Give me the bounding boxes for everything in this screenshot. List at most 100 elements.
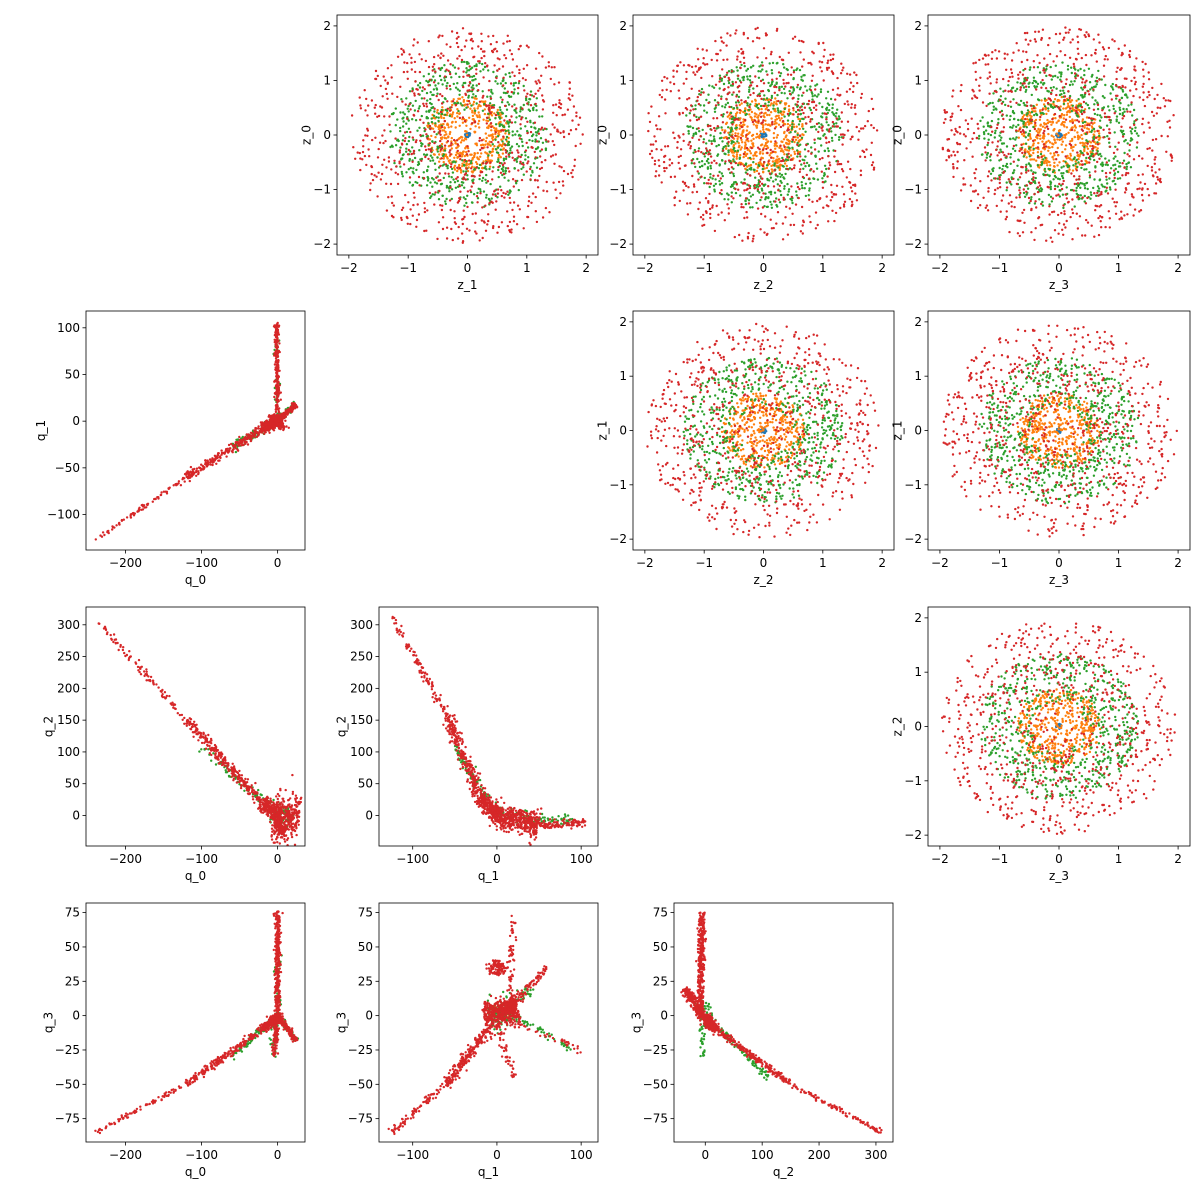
scatter-point: [815, 83, 819, 86]
scatter-point: [470, 174, 474, 178]
scatter-point: [500, 129, 503, 132]
scatter-point: [661, 89, 664, 92]
scatter-point: [405, 143, 409, 146]
scatter-point: [525, 170, 528, 173]
scatter-point: [486, 223, 489, 226]
scatter-point: [764, 215, 767, 218]
scatter-point: [483, 166, 486, 170]
scatter-point: [478, 100, 482, 104]
scatter-point: [480, 56, 483, 60]
scatter-point: [805, 143, 808, 147]
scatter-point: [705, 147, 708, 150]
scatter-point: [752, 137, 755, 141]
scatter-point: [743, 109, 747, 113]
scatter-point: [1103, 96, 1106, 100]
scatter-point: [727, 81, 731, 85]
scatter-point: [791, 37, 795, 40]
scatter-point: [405, 150, 408, 153]
scatter-point: [1038, 118, 1042, 122]
scatter-point: [780, 147, 783, 150]
scatter-point: [524, 154, 527, 157]
scatter-point: [548, 211, 551, 214]
scatter-point: [718, 163, 721, 166]
scatter-point: [765, 106, 769, 109]
scatter-point: [1111, 180, 1115, 183]
x-tick-label: 1: [819, 261, 827, 275]
scatter-point: [513, 109, 516, 112]
scatter-point: [727, 151, 730, 154]
scatter-point: [749, 84, 752, 87]
scatter-point: [423, 207, 427, 210]
scatter-point: [400, 157, 403, 160]
scatter-point: [682, 64, 686, 67]
scatter-point: [787, 152, 790, 155]
scatter-point: [764, 104, 768, 107]
scatter-point: [456, 237, 460, 240]
scatter-point: [829, 58, 832, 62]
scatter-point: [779, 193, 783, 197]
scatter-point: [1012, 137, 1015, 140]
scatter-point: [801, 102, 804, 106]
scatter-point: [1112, 104, 1115, 108]
scatter-point: [758, 65, 761, 68]
scatter-point: [465, 162, 468, 165]
scatter-point: [526, 129, 529, 133]
scatter-point: [484, 229, 488, 232]
scatter-point: [431, 127, 435, 130]
scatter-point: [1016, 81, 1019, 84]
scatter-point: [745, 134, 748, 137]
y-axis-label: z_0: [596, 125, 610, 145]
scatter-point: [502, 76, 505, 80]
scatter-point: [744, 154, 748, 158]
scatter-point: [382, 75, 385, 78]
scatter-point: [439, 56, 442, 59]
scatter-point: [866, 120, 869, 123]
scatter-point: [713, 110, 717, 114]
scatter-point: [504, 192, 507, 195]
scatter-point: [1024, 136, 1028, 139]
scatter-point: [477, 158, 481, 161]
scatter-point: [495, 151, 499, 154]
scatter-point: [491, 201, 494, 204]
scatter-point: [466, 205, 469, 209]
scatter-point: [1068, 168, 1071, 171]
scatter-point: [1098, 178, 1102, 181]
scatter-point: [1075, 99, 1078, 103]
scatter-point: [757, 76, 761, 80]
scatter-point: [487, 154, 490, 157]
scatter-point: [779, 110, 782, 113]
scatter-point: [789, 86, 793, 89]
scatter-point: [414, 140, 418, 144]
scatter-point: [720, 95, 723, 98]
scatter-point: [796, 115, 799, 119]
scatter-point: [1036, 156, 1040, 159]
scatter-point: [1052, 143, 1055, 146]
scatter-point: [1050, 134, 1053, 137]
scatter-point: [533, 179, 537, 182]
scatter-point: [737, 146, 741, 149]
scatter-point: [477, 82, 481, 86]
scatter-point: [759, 104, 763, 108]
scatter-point: [1063, 91, 1066, 95]
scatter-point: [654, 140, 658, 143]
scatter-point: [385, 209, 389, 212]
scatter-point: [753, 187, 756, 190]
scatter-point: [1037, 99, 1041, 102]
scatter-point: [390, 64, 393, 67]
scatter-point: [715, 145, 718, 148]
scatter-point: [473, 109, 477, 112]
scatter-point: [428, 191, 431, 195]
scatter-point: [762, 47, 766, 50]
scatter-point: [743, 147, 747, 150]
scatter-point: [773, 122, 776, 126]
scatter-point: [454, 142, 457, 145]
scatter-point: [1005, 181, 1008, 184]
scatter-point: [762, 98, 765, 101]
scatter-point: [418, 126, 421, 129]
scatter-point: [1094, 85, 1097, 88]
scatter-point: [421, 134, 425, 137]
scatter-point: [408, 103, 411, 106]
scatter-point: [684, 164, 687, 167]
scatter-point: [713, 159, 716, 162]
scatter-point: [795, 194, 798, 197]
